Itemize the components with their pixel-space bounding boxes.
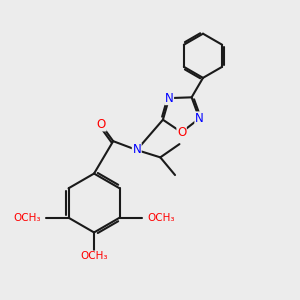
Text: N: N [165,92,173,105]
Text: OCH₃: OCH₃ [14,213,41,223]
Text: OCH₃: OCH₃ [80,251,108,261]
Text: OCH₃: OCH₃ [147,213,174,223]
Text: N: N [195,112,204,125]
Text: O: O [97,118,106,131]
Text: N: N [132,143,141,157]
Text: O: O [177,126,186,139]
